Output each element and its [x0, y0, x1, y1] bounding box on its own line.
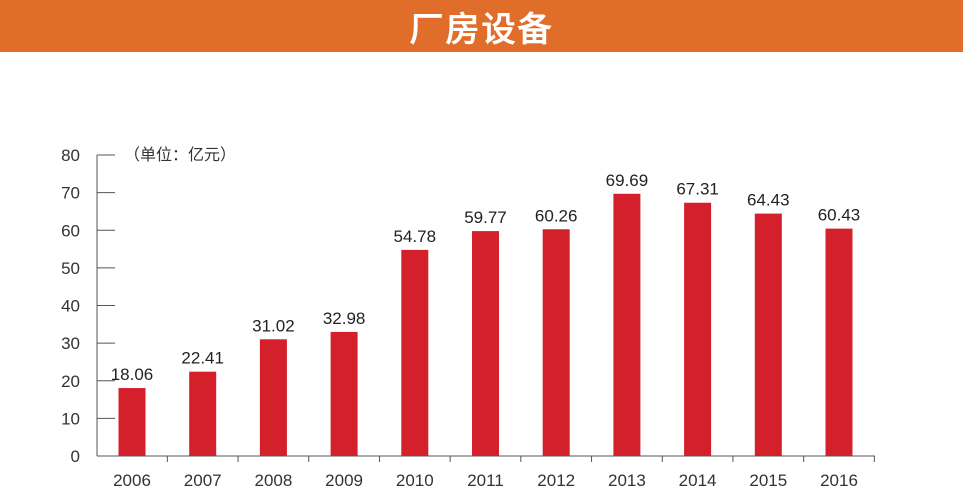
title-banner: 厂房设备 — [0, 0, 963, 52]
bar-2012 — [542, 229, 570, 456]
data-label-2016: 60.43 — [818, 206, 861, 225]
x-tick-label-2006: 2006 — [113, 471, 151, 490]
x-tick-label-2012: 2012 — [537, 471, 575, 490]
y-tick-label: 0 — [71, 447, 80, 466]
data-label-2014: 67.31 — [676, 180, 719, 199]
data-label-2007: 22.41 — [181, 349, 224, 368]
x-tick-label-2008: 2008 — [254, 471, 292, 490]
data-label-2010: 54.78 — [394, 227, 437, 246]
bar-2010 — [401, 249, 429, 456]
y-tick-label: 40 — [61, 297, 80, 316]
bar-2014 — [684, 202, 712, 456]
bar-2008 — [259, 339, 287, 456]
bar-2006 — [118, 388, 146, 456]
bars — [118, 193, 853, 456]
labels: 18.06 2006 22.41 2007 31.02 2008 32.98 2009 54.7… — [111, 171, 861, 490]
data-label-2013: 69.69 — [606, 171, 649, 190]
data-label-2008: 31.02 — [252, 316, 295, 335]
axes: 0 10 20 30 40 50 60 70 80 — [61, 146, 875, 466]
x-tick-label-2010: 2010 — [396, 471, 434, 490]
data-label-2006: 18.06 — [111, 365, 154, 384]
x-tick-label-2009: 2009 — [325, 471, 363, 490]
data-label-2009: 32.98 — [323, 309, 366, 328]
unit-label: （单位：亿元） — [124, 145, 236, 164]
x-tick-label-2016: 2016 — [820, 471, 858, 490]
bar-2015 — [754, 213, 782, 456]
y-tick-label: 70 — [61, 184, 80, 203]
bar-2016 — [825, 228, 853, 456]
x-tick-label-2014: 2014 — [679, 471, 717, 490]
data-label-2015: 64.43 — [747, 191, 790, 210]
x-tick-label-2013: 2013 — [608, 471, 646, 490]
x-tick-label-2015: 2015 — [749, 471, 787, 490]
y-tick-label: 50 — [61, 259, 80, 278]
chart-title: 厂房设备 — [409, 9, 554, 50]
bar-2009 — [330, 331, 358, 456]
y-tick-label: 20 — [61, 372, 80, 391]
bar-2011 — [472, 231, 499, 456]
y-tick-label: 30 — [61, 334, 80, 353]
bar-2013 — [613, 193, 641, 456]
y-tick-label: 80 — [61, 146, 80, 165]
data-label-2011: 59.77 — [464, 208, 507, 227]
y-tick-label: 60 — [61, 221, 80, 240]
data-label-2012: 60.26 — [535, 206, 578, 225]
y-tick-label: 10 — [61, 409, 80, 428]
x-tick-label-2011: 2011 — [467, 471, 504, 490]
bar-2007 — [189, 371, 217, 456]
x-tick-label-2007: 2007 — [184, 471, 222, 490]
